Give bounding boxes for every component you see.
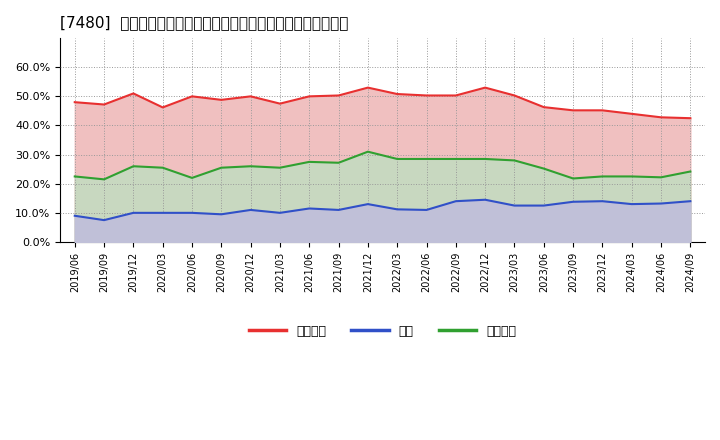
Legend: 売上債権, 在庫, 買入債務: 売上債権, 在庫, 買入債務 — [244, 319, 521, 343]
Text: [7480]  売上債権、在庫、買入債務の総資産に対する比率の推移: [7480] 売上債権、在庫、買入債務の総資産に対する比率の推移 — [60, 15, 348, 30]
